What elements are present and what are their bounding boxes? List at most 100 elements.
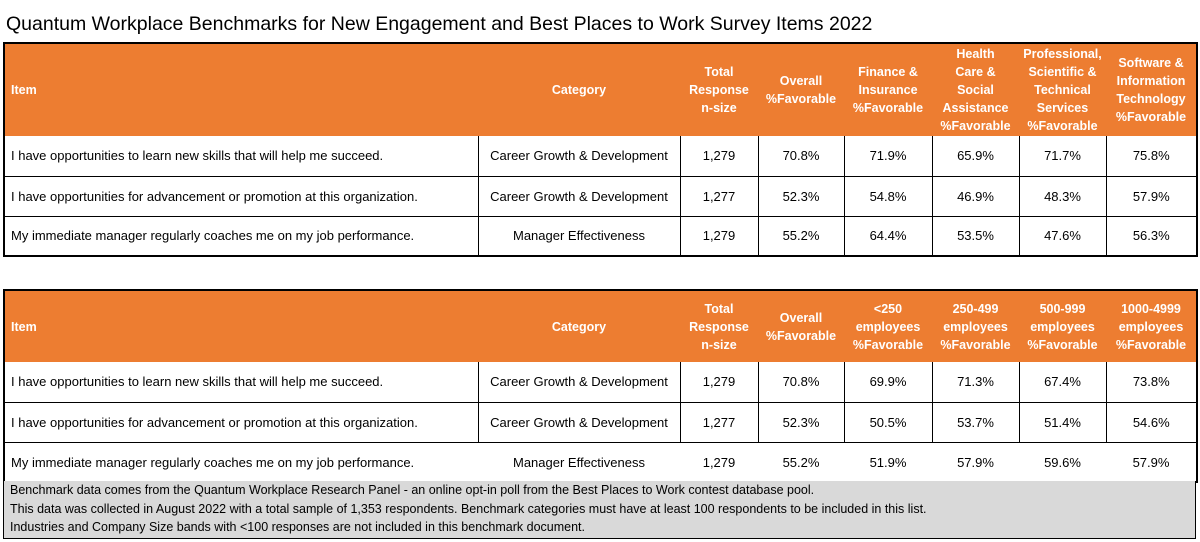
value-cell: 53.5% [932, 216, 1020, 256]
column-header-line: %Favorable [852, 101, 924, 115]
column-header-line: Total [704, 301, 734, 316]
value-cell: 55.2% [782, 454, 820, 470]
table-row: I have opportunities for advancement or … [4, 176, 1197, 217]
column-header-line: 1000-4999 [1121, 301, 1181, 316]
column-header-line: employees [943, 319, 1008, 334]
column-header: Category [478, 43, 680, 136]
category-cell: Career Growth & Development [478, 402, 681, 443]
column-header-line: 500-999 [1039, 301, 1086, 316]
column-header-line: n-size [701, 101, 737, 115]
category-cell: Manager Effectiveness [513, 454, 645, 470]
value-cell: 55.2% [758, 216, 845, 256]
column-header-line: Overall [779, 310, 823, 325]
column-header-line: n-size [701, 337, 737, 352]
value-cell: 50.5% [844, 402, 933, 443]
industry-benchmark-table: Item Category Total Response n-size Overall %F… [3, 42, 1198, 257]
category-cell: Career Growth & Development [478, 362, 681, 403]
column-header: Professional, Scientific & Technical Servic… [1019, 43, 1106, 136]
column-header-line: employees [1118, 319, 1184, 334]
table-row: I have opportunities to learn new skills… [4, 136, 1197, 177]
table-row: My immediate manager regularly coaches m… [4, 216, 1197, 256]
column-header: Health Care & Social Assistance %Favorable [932, 43, 1019, 136]
value-cell: 53.7% [932, 402, 1020, 443]
value-cell: 71.3% [932, 362, 1020, 403]
column-header: 500-999 employees %Favorable [1019, 290, 1106, 362]
value-cell: 51.4% [1019, 402, 1107, 443]
column-header-line: Services [1036, 101, 1089, 115]
column-header-line: Assistance [942, 101, 1009, 115]
value-cell: 47.6% [1019, 216, 1107, 256]
column-header: Overall %Favorable [758, 290, 844, 362]
value-cell: 48.3% [1019, 176, 1107, 217]
value-cell: 1,277 [680, 176, 759, 217]
table-header-row: Item Category Total Response n-size Overall %F… [4, 43, 1197, 136]
column-header-line: Category [551, 319, 607, 334]
company-size-benchmark-table: Item Category Total Response n-size Overall %F… [3, 289, 1198, 483]
column-header: 1000-4999 employees %Favorable [1106, 290, 1197, 362]
item-cell: My immediate manager regularly coaches m… [11, 454, 415, 470]
column-header-line: Technology [1116, 92, 1186, 106]
column-header-line: Overall [779, 74, 823, 88]
column-header-line: %Favorable [1115, 337, 1187, 352]
item-cell: I have opportunities for advancement or … [4, 176, 479, 217]
value-cell: 65.9% [932, 136, 1020, 177]
value-cell: 1,279 [680, 136, 759, 177]
value-cell: 46.9% [932, 176, 1020, 217]
value-cell: 70.8% [758, 136, 845, 177]
column-header-line: Health [956, 47, 995, 61]
column-header-line: Response [689, 319, 749, 334]
value-cell: 57.9% [1106, 176, 1197, 217]
value-cell: 69.9% [844, 362, 933, 403]
column-header-line: employees [855, 319, 921, 334]
item-cell: I have opportunities to learn new skills… [4, 136, 479, 177]
value-cell: 64.4% [844, 216, 933, 256]
column-header-line: Response [689, 83, 749, 97]
column-header-line: Care & [955, 65, 996, 79]
value-cell: 52.3% [758, 402, 845, 443]
category-cell: Career Growth & Development [478, 136, 681, 177]
value-cell: 73.8% [1106, 362, 1197, 403]
column-header-line: Professional, [1023, 47, 1102, 61]
page-title: Quantum Workplace Benchmarks for New Eng… [6, 13, 873, 35]
column-header-line: %Favorable [765, 328, 837, 343]
value-cell: 71.9% [844, 136, 933, 177]
table-row: I have opportunities for advancement or … [4, 402, 1197, 443]
column-header-line: Scientific & [1028, 65, 1097, 79]
column-header-line: 250-499 [952, 301, 999, 316]
column-header-line: Finance & [858, 65, 918, 79]
column-header-line: %Favorable [940, 119, 1011, 133]
column-header: Finance & Insurance %Favorable [844, 43, 932, 136]
column-header: Total Response n-size [680, 43, 758, 136]
column-header-line: Category [551, 83, 607, 97]
column-header: Category [478, 290, 680, 362]
column-header: Item [4, 290, 478, 362]
category-cell: Manager Effectiveness [478, 216, 681, 256]
table-header-row: Item Category Total Response n-size Overall %F… [4, 290, 1197, 362]
value-cell: 57.9% [957, 454, 994, 470]
value-cell: 70.8% [758, 362, 845, 403]
value-cell: 1,279 [680, 362, 759, 403]
column-header-line: %Favorable [940, 337, 1011, 352]
item-cell: My immediate manager regularly coaches m… [4, 216, 479, 256]
item-cell: I have opportunities to learn new skills… [4, 362, 479, 403]
column-header-line: Item [11, 319, 37, 334]
column-header-line: %Favorable [765, 92, 837, 106]
value-cell: 1,279 [702, 454, 736, 470]
column-header-line: Item [11, 83, 37, 97]
column-header-line: Insurance [858, 83, 918, 97]
column-header-line: Total [704, 65, 734, 79]
column-header-line: %Favorable [1027, 119, 1098, 133]
category-cell: Career Growth & Development [478, 176, 681, 217]
table-row: I have opportunities to learn new skills… [4, 362, 1197, 403]
column-header-line: %Favorable [1115, 110, 1187, 124]
value-cell: 75.8% [1106, 136, 1197, 177]
value-cell: 57.9% [1132, 454, 1170, 470]
value-cell: 54.8% [844, 176, 933, 217]
value-cell: 52.3% [758, 176, 845, 217]
column-header-line: employees [1030, 319, 1095, 334]
column-header-line: Social [957, 83, 994, 97]
item-cell: I have opportunities for advancement or … [4, 402, 479, 443]
value-cell: 1,279 [680, 216, 759, 256]
value-cell: 67.4% [1019, 362, 1107, 403]
value-cell: 71.7% [1019, 136, 1107, 177]
